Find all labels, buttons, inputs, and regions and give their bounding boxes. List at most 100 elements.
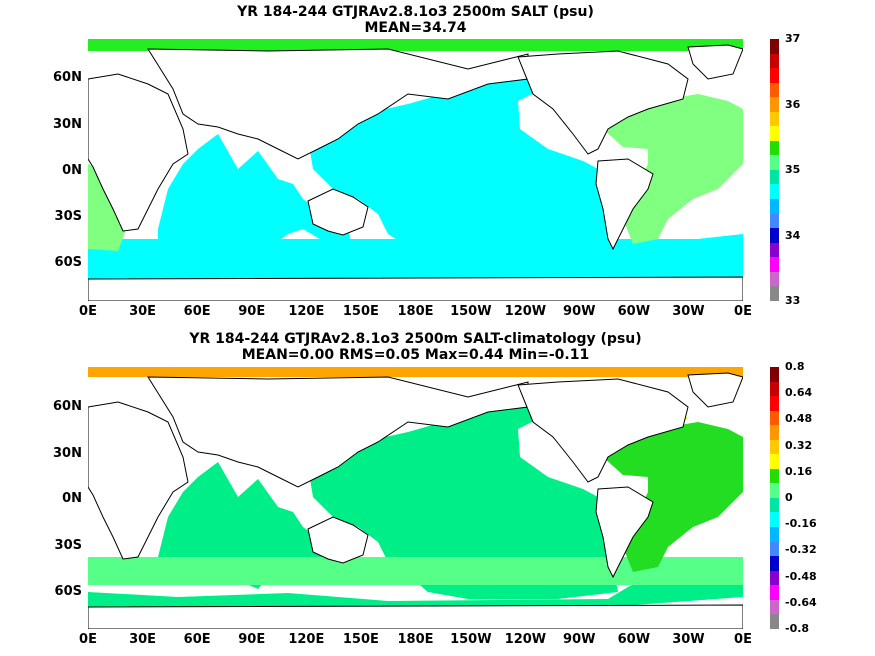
atlantic-ocean-field <box>603 94 743 244</box>
xtick-label: 150E <box>342 632 379 647</box>
colorbar-label: 0.32 <box>785 438 813 452</box>
xtick-label: 120W <box>504 632 547 647</box>
colorbar-segment <box>770 228 779 243</box>
colorbar-segment <box>770 213 779 229</box>
greenland <box>687 44 743 80</box>
colorbar-segment <box>770 381 779 397</box>
atlantic-south-field <box>88 164 128 251</box>
panel2-title-line2: MEAN=0.00 RMS=0.05 Max=0.44 Min=-0.11 <box>241 347 590 363</box>
africa <box>88 401 189 560</box>
ytick-60s: 60S <box>54 255 82 270</box>
ytick-60n: 60N <box>53 399 82 414</box>
eurasia <box>147 48 529 160</box>
ytick-30s: 30S <box>54 209 82 224</box>
ytick-30n: 30N <box>53 446 82 461</box>
panel1-map-svg <box>88 39 743 301</box>
south-america <box>595 158 654 251</box>
africa <box>88 73 189 232</box>
colorbar-segment <box>770 140 779 156</box>
colorbar-segment <box>770 111 779 127</box>
xtick-label: 90W <box>563 632 596 647</box>
colorbar-segment <box>770 53 779 69</box>
colorbar-segment <box>770 512 779 528</box>
colorbar-label: 0.16 <box>785 464 813 478</box>
indian-ocean-main <box>158 134 353 261</box>
colorbar-label: -0.48 <box>785 569 817 583</box>
xtick-label: 60E <box>183 632 211 647</box>
xtick-label: 150W <box>450 304 492 319</box>
ytick-0n: 0N <box>62 163 82 178</box>
colorbar-segment <box>770 425 779 440</box>
xtick-label: 120W <box>504 304 547 319</box>
antarctica <box>88 604 743 629</box>
colorbar-segment <box>770 439 779 455</box>
xtick-label: 150E <box>342 304 379 319</box>
colorbar-segment <box>770 286 779 301</box>
xtick-label: 30E <box>129 304 157 319</box>
australia <box>307 516 369 564</box>
north-america <box>517 50 689 155</box>
xtick-label: 60E <box>183 304 211 319</box>
xtick-label: 120E <box>288 304 325 319</box>
xtick-label: 60W <box>617 632 651 647</box>
colorbar-segment <box>770 242 779 258</box>
colorbar-segment <box>770 599 779 615</box>
colorbar-label: 34 <box>785 228 801 242</box>
colorbar-segment <box>770 367 779 382</box>
colorbar-label: -0.64 <box>785 595 817 609</box>
xtick-label: 0E <box>734 632 752 647</box>
colorbar-segment <box>770 68 779 83</box>
antarctica <box>88 276 743 301</box>
xtick-label: 60W <box>617 304 651 319</box>
colorbar-segment <box>770 483 779 498</box>
colorbar-segment <box>770 39 779 54</box>
colorbar-segment <box>770 556 779 571</box>
xtick-label: 150W <box>450 632 492 647</box>
colorbar-label: 0.48 <box>785 412 813 426</box>
xtick-label: 120E <box>288 632 325 647</box>
xtick-label: 180E <box>397 632 434 647</box>
xtick-label: 0E <box>79 632 97 647</box>
colorbar-label: 0.8 <box>785 360 805 373</box>
colorbar-segment <box>770 410 779 426</box>
eurasia <box>147 376 529 488</box>
xtick-label: 90E <box>238 304 266 319</box>
colorbar-segment <box>770 527 779 542</box>
colorbar-segment <box>770 271 779 287</box>
panel2-map-svg <box>88 367 743 629</box>
panel1-salinity-map <box>88 39 743 301</box>
south-america <box>595 486 654 579</box>
arctic-field <box>88 39 743 51</box>
land-masses <box>88 372 743 629</box>
colorbar-segment <box>770 97 779 112</box>
colorbar-segment <box>770 541 779 557</box>
ytick-0n: 0N <box>62 491 82 506</box>
ytick-30s: 30S <box>54 538 82 553</box>
panel1-title-line2: MEAN=34.74 <box>364 20 467 36</box>
colorbar-segment <box>770 396 779 411</box>
xtick-label: 30E <box>129 632 157 647</box>
colorbar-label: 36 <box>785 97 801 111</box>
colorbar-label: 0.64 <box>785 386 813 400</box>
colorbar-segment <box>770 169 779 185</box>
panel1-colorbar <box>770 39 779 301</box>
xtick-label: 0E <box>734 304 752 319</box>
colorbar-label: 35 <box>785 163 801 176</box>
colorbar-label: -0.16 <box>785 517 817 531</box>
greenland <box>687 372 743 408</box>
panel2-colorbar <box>770 367 779 629</box>
arctic-field <box>88 367 743 377</box>
xtick-label: 30W <box>672 632 705 647</box>
atlantic-ocean-field <box>603 422 743 572</box>
colorbar-segment <box>770 126 779 141</box>
colorbar-segment <box>770 82 779 98</box>
xtick-label: 90W <box>563 304 596 319</box>
ytick-30n: 30N <box>53 117 82 132</box>
panel1-title-line1: YR 184-244 GTJRAv2.8.1o3 2500m SALT (psu… <box>237 4 594 20</box>
colorbar-label: 37 <box>785 32 801 45</box>
colorbar-segment <box>770 199 779 214</box>
colorbar-label: 33 <box>785 294 801 307</box>
xtick-label: 180E <box>397 304 434 319</box>
southern-ocean-field <box>88 239 743 277</box>
ytick-60n: 60N <box>53 70 82 85</box>
